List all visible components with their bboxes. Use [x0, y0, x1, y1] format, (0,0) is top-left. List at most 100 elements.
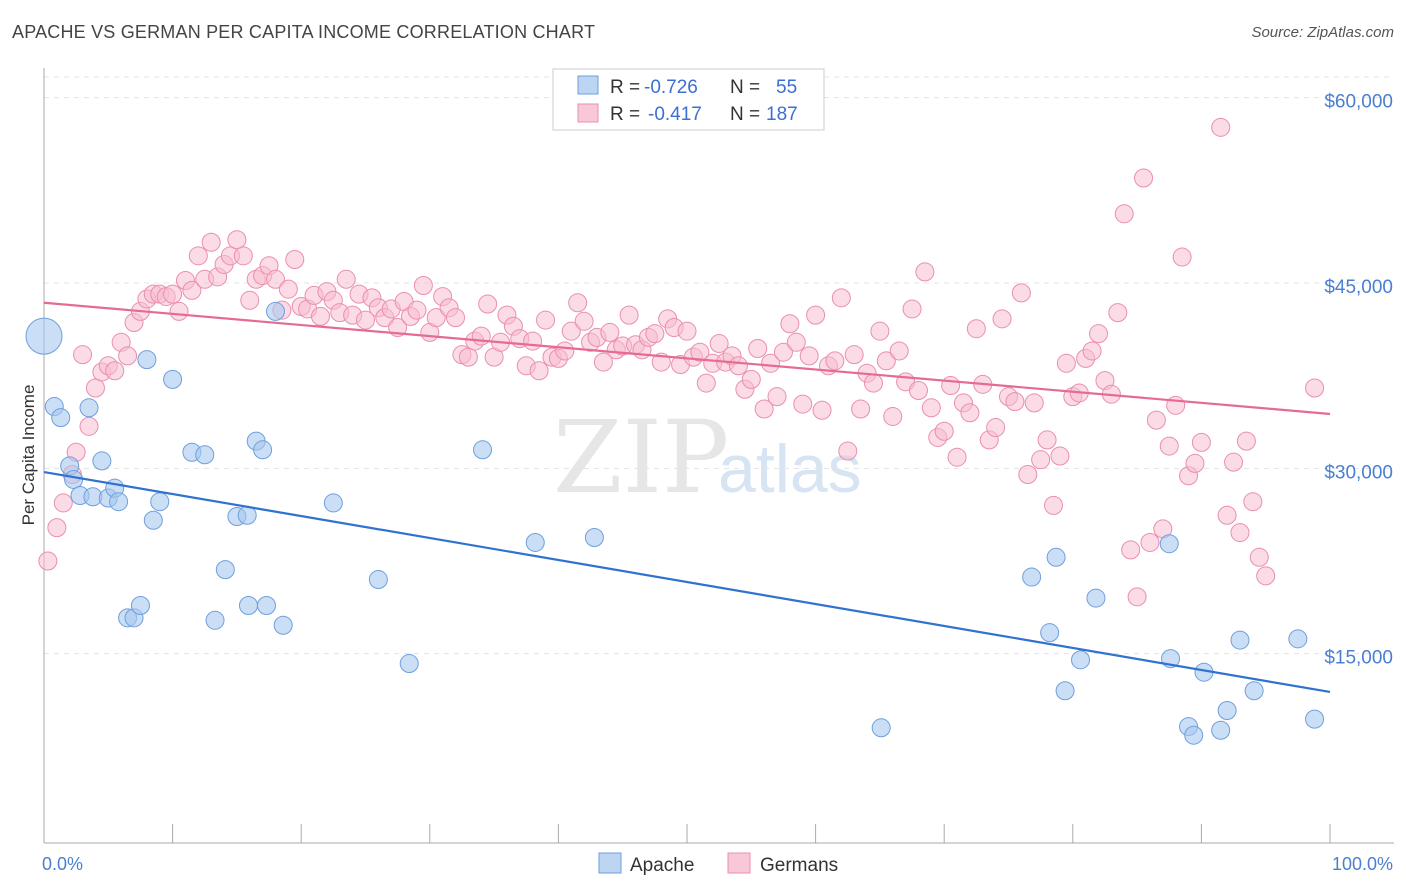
apache-point: [130, 595, 150, 615]
germans-point: [600, 322, 620, 342]
germans-points: [38, 117, 1325, 607]
germans-point: [1024, 393, 1044, 413]
germans-point: [471, 326, 491, 346]
y-tick-label: $60,000: [1324, 92, 1393, 113]
germans-point: [523, 331, 543, 351]
germans-point: [458, 347, 478, 367]
germans-point: [426, 308, 446, 328]
germans-point: [529, 361, 549, 381]
germans-point: [767, 387, 787, 407]
germans-point: [761, 353, 781, 373]
germans-point: [555, 341, 575, 361]
germans-point: [1217, 505, 1237, 525]
apache-point: [64, 469, 84, 489]
apache-point: [1288, 629, 1308, 649]
germans-point: [201, 232, 221, 252]
germans-point: [619, 305, 639, 325]
legend-n-label: N =: [730, 104, 760, 125]
germans-point: [677, 321, 697, 341]
y-axis-label: Per Capita Income: [19, 385, 38, 526]
apache-point: [1230, 630, 1250, 650]
germans-point: [73, 345, 93, 365]
germans-point: [793, 394, 813, 414]
apache-point: [1159, 534, 1179, 554]
germans-trend-line: [43, 301, 1331, 416]
germans-point: [1089, 324, 1109, 344]
germans-point: [1159, 436, 1179, 456]
germans-point: [1305, 378, 1325, 398]
bottom-legend-swatch-apache: [598, 852, 622, 874]
apache-point: [473, 440, 493, 460]
apache-point: [273, 615, 293, 635]
germans-point: [1256, 566, 1276, 586]
germans-point: [773, 342, 793, 362]
germans-point: [741, 369, 761, 389]
germans-point: [446, 308, 466, 328]
germans-point: [1037, 430, 1057, 450]
watermark-zip: ZIP: [553, 399, 729, 516]
apache-point: [163, 369, 183, 389]
legend-swatch-apache: [577, 75, 599, 95]
germans-point: [85, 378, 105, 398]
apache-point: [368, 570, 388, 590]
y-tick-label: $30,000: [1324, 462, 1393, 483]
apache-point: [195, 445, 215, 465]
germans-point: [992, 309, 1012, 329]
germans-point: [690, 342, 710, 362]
legend-swatch-germans: [577, 103, 599, 123]
apache-point: [1184, 725, 1204, 745]
apache-point: [1211, 720, 1231, 740]
germans-point: [413, 275, 433, 295]
apache-point: [92, 451, 112, 471]
germans-point: [883, 406, 903, 426]
apache-point: [1305, 709, 1325, 729]
germans-point: [902, 299, 922, 319]
apache-point: [1055, 681, 1075, 701]
germans-point: [1044, 495, 1064, 515]
y-tick-label: $15,000: [1324, 648, 1393, 669]
germans-point: [1243, 492, 1263, 512]
germans-point: [38, 551, 58, 571]
germans-point: [407, 300, 427, 320]
germans-point: [838, 441, 858, 461]
apache-point: [51, 408, 71, 428]
germans-point: [1185, 453, 1205, 473]
germans-point: [908, 380, 928, 400]
germans-point: [169, 301, 189, 321]
legend-r-value: -0.726: [644, 77, 698, 98]
germans-point: [1056, 353, 1076, 373]
germans-point: [1211, 117, 1231, 137]
apache-point: [1071, 650, 1091, 670]
germans-point: [1230, 523, 1250, 543]
bottom-legend-swatch-germans: [727, 852, 751, 874]
germans-point: [799, 346, 819, 366]
germans-point: [574, 311, 594, 331]
trend-lines: [43, 301, 1331, 694]
germans-point: [568, 293, 588, 313]
germans-point: [863, 373, 883, 393]
germans-point: [182, 280, 202, 300]
germans-point: [227, 230, 247, 250]
legend-n-value: 187: [766, 104, 798, 125]
germans-point: [1011, 283, 1031, 303]
apache-point: [150, 492, 170, 512]
apache-point: [238, 595, 258, 615]
germans-point: [163, 284, 183, 304]
bottom-legend-germans: Germans: [760, 855, 838, 876]
germans-point: [1134, 168, 1154, 188]
germans-point: [696, 373, 716, 393]
germans-point: [915, 262, 935, 282]
germans-point: [812, 400, 832, 420]
apache-point: [237, 505, 257, 525]
chart-title: APACHE VS GERMAN PER CAPITA INCOME CORRE…: [12, 22, 596, 42]
germans-point: [870, 321, 890, 341]
germans-point: [1236, 431, 1256, 451]
germans-point: [851, 399, 871, 419]
germans-point: [1005, 392, 1025, 412]
germans-point: [1031, 450, 1051, 470]
germans-point: [240, 290, 260, 310]
apache-point: [1217, 701, 1237, 721]
germans-point: [79, 416, 99, 436]
apache-point: [137, 350, 157, 370]
apache-point: [1244, 681, 1264, 701]
